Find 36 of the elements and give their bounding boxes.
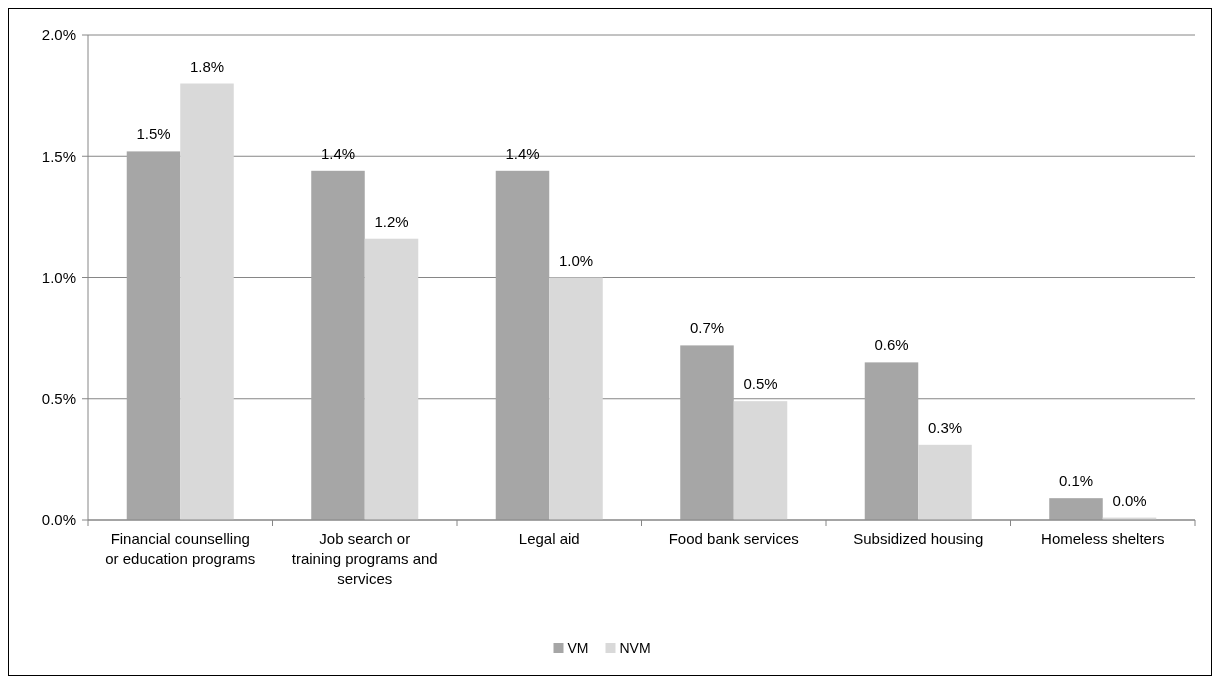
data-label: 1.2% <box>374 212 409 230</box>
bar <box>864 362 919 520</box>
legend-label: VM <box>567 639 589 656</box>
bar <box>311 170 365 520</box>
data-label: 1.0% <box>558 251 594 269</box>
data-label: 0.1% <box>1058 472 1094 490</box>
bar <box>364 238 419 520</box>
bar <box>1049 498 1103 520</box>
x-tick-label: Financial counselling or education programs <box>105 530 256 567</box>
data-label: 0.6% <box>874 336 909 354</box>
x-tick-label: Homeless shelters <box>1041 530 1165 547</box>
y-tick-label: 1.5% <box>41 147 76 165</box>
y-tick-label: 0.5% <box>41 390 76 407</box>
bar <box>918 444 972 520</box>
x-tick-label: Legal aid <box>518 530 580 547</box>
bar <box>549 277 603 520</box>
bar <box>495 170 550 520</box>
bar <box>733 401 788 520</box>
data-label: 0.0% <box>1112 491 1147 509</box>
data-label: 1.4% <box>505 144 540 162</box>
data-label: 1.8% <box>189 57 225 75</box>
data-label: 1.4% <box>320 144 356 162</box>
legend-label: NVM <box>619 639 651 656</box>
data-label: 0.3% <box>927 418 963 436</box>
bar <box>126 151 181 520</box>
y-tick-label: 2.0% <box>41 26 76 44</box>
y-tick-label: 0.0% <box>41 511 76 529</box>
data-label: 0.5% <box>743 375 778 393</box>
bar <box>180 83 234 520</box>
bar <box>680 345 734 520</box>
x-tick-label: Job search or training programs and services <box>291 530 438 587</box>
data-label: 1.5% <box>136 125 171 143</box>
x-tick-label: Subsidized housing <box>853 530 984 547</box>
x-tick-label: Food bank services <box>668 530 799 547</box>
data-label: 0.7% <box>689 319 725 337</box>
y-tick-label: 1.0% <box>41 268 76 286</box>
